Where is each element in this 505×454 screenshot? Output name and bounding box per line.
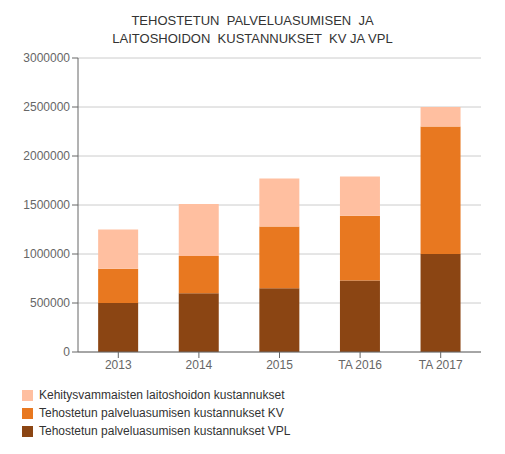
html-text:Tehostetun palveluasumisen kus: Tehostetun palveluasumisen kustannukset … [39,424,291,438]
html-text:LAITOSHOIDON KUSTANNUKSET KV J: LAITOSHOIDON KUSTANNUKSET KV JA VPL [112,31,393,46]
svg-text:2000000: 2000000 [23,149,70,163]
svg-text:TA 2017: TA 2017 [419,358,463,372]
svg-text:2014: 2014 [186,358,213,372]
html-text:Tehostetun palveluasumisen kus: Tehostetun palveluasumisen kustannukset … [39,406,284,420]
svg-text:1000000: 1000000 [23,247,70,261]
svg-text:1500000: 1500000 [23,198,70,212]
html-text:TEHOSTETUN PALVELUASUMISEN JA: TEHOSTETUN PALVELUASUMISEN JA [131,13,374,28]
svg-text:2013: 2013 [105,358,132,372]
svg-text:TA 2016: TA 2016 [338,358,382,372]
svg-text:500000: 500000 [30,296,70,310]
svg-text:3000000: 3000000 [23,51,70,65]
svg-text:2500000: 2500000 [23,100,70,114]
svg-text:0: 0 [63,345,70,359]
html-text:Kehitysvammaisten laitoshoidon: Kehitysvammaisten laitoshoidon kustannuk… [39,388,285,402]
svg-text:2015: 2015 [266,358,293,372]
